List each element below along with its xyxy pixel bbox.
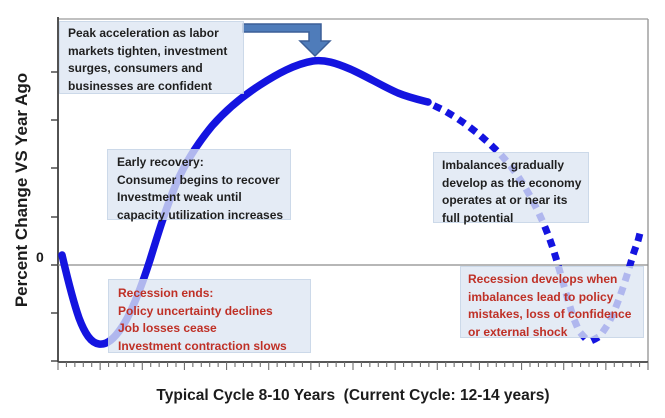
x-axis-ticks <box>57 362 649 370</box>
zero-tick-label: 0 <box>36 249 44 265</box>
annotation-recession-develops: Recession develops when imbalances lead … <box>460 266 644 339</box>
annotation-peak-acceleration: Peak acceleration as labor markets tight… <box>59 21 244 94</box>
annotation-imbalances-develop: Imbalances gradually develop as the econ… <box>433 152 589 225</box>
y-axis-ticks <box>51 71 58 362</box>
annotation-recession-ends: Recession ends: Policy uncertainty decli… <box>108 279 311 353</box>
annotation-early-recovery: Early recovery: Consumer begins to recov… <box>107 149 291 222</box>
y-axis-title: Percent Change VS Year Ago <box>12 72 31 308</box>
x-axis-title: Typical Cycle 8-10 Years (Current Cycle:… <box>156 387 550 404</box>
elbow-arrow-down-icon <box>242 23 332 58</box>
